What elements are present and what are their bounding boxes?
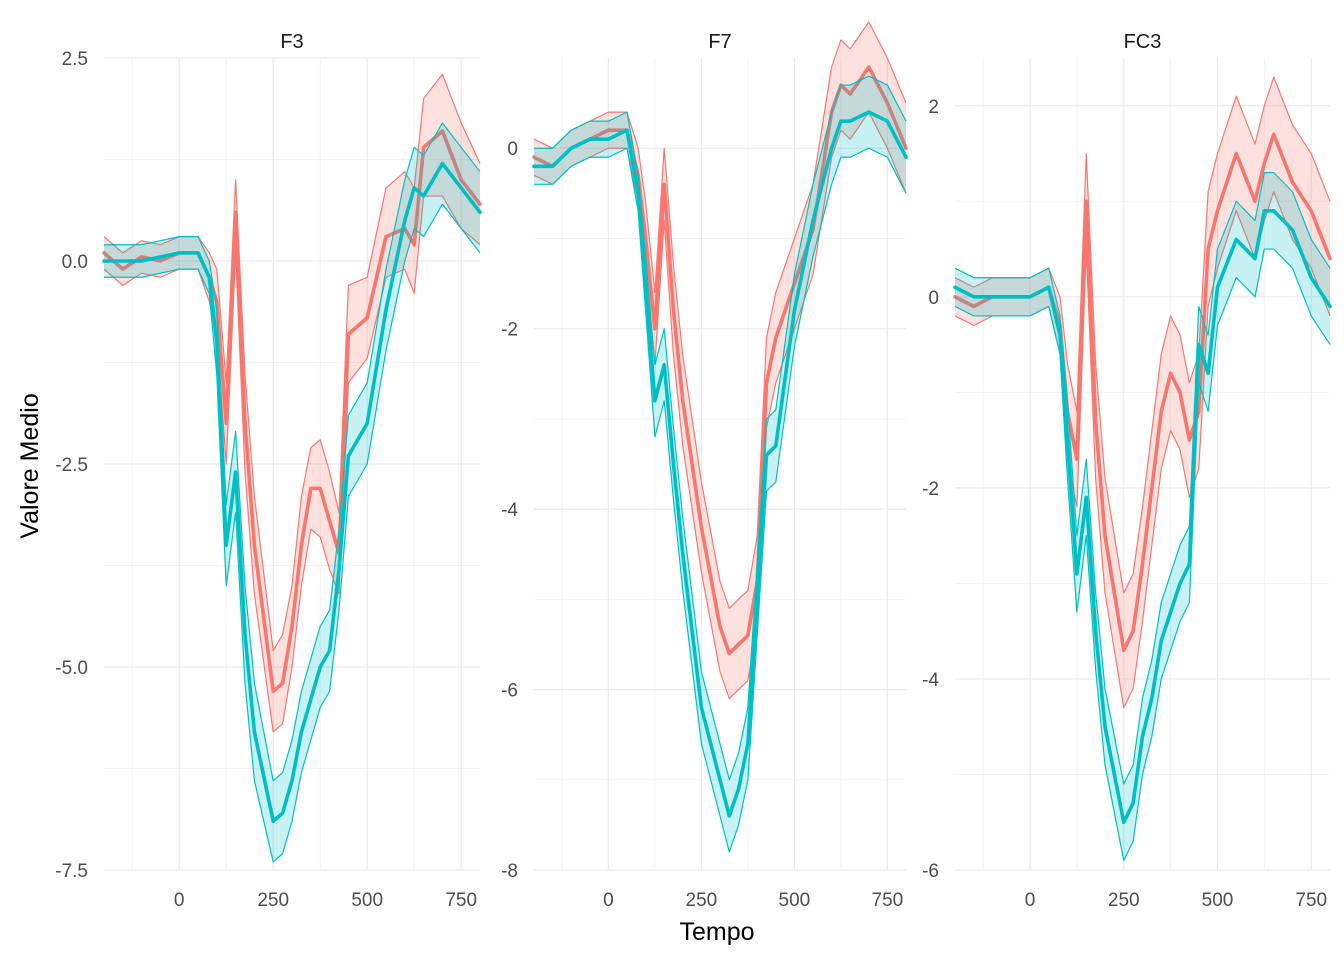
y-tick-label: 2.5 <box>62 49 88 70</box>
y-tick-label: -4 <box>501 500 518 521</box>
x-tick-label: 500 <box>1202 890 1234 911</box>
y-tick-label: -6 <box>922 861 939 882</box>
x-tick-label: 250 <box>1108 890 1140 911</box>
facet-title: F3 <box>280 31 303 53</box>
y-tick-label: 0 <box>507 139 518 160</box>
y-tick-label: -2 <box>922 479 939 500</box>
x-tick-label: 750 <box>445 890 477 911</box>
ribbon-upper-line-1 <box>104 122 481 782</box>
x-tick-label: 0 <box>603 890 614 911</box>
x-tick-label: 500 <box>779 890 811 911</box>
x-tick-label: 0 <box>1025 890 1036 911</box>
ribbon-lower-line-0 <box>533 111 907 700</box>
y-tick-label: -7.5 <box>55 861 88 882</box>
y-tick-label: -6 <box>501 681 518 702</box>
facet-title: FC3 <box>1124 31 1162 53</box>
x-tick-label: 0 <box>174 890 185 911</box>
y-tick-label: 0 <box>928 288 939 309</box>
series-line-1 <box>102 161 482 824</box>
x-tick-label: 500 <box>351 890 383 911</box>
y-tick-label: 0.0 <box>62 252 88 273</box>
x-tick-label: 750 <box>872 890 904 911</box>
ribbon-lower-line-1 <box>104 203 481 863</box>
y-tick-label: -8 <box>501 861 518 882</box>
ribbon-upper-line-0 <box>533 21 907 609</box>
facet-panel-fc3: 0 250 500 750 -6 -4 -2 0 2 FC3 <box>922 31 1332 911</box>
x-tick-label: 250 <box>257 890 289 911</box>
ribbon-1 <box>104 122 480 862</box>
y-tick-label: 2 <box>928 97 939 118</box>
y-tick-label: -2.5 <box>55 455 88 476</box>
facet-panel-f3: 0 250 500 750 -7.5 -5.0 -2.5 0.0 2.5 F3 <box>55 31 482 911</box>
y-axis-title: Valore Medio <box>16 393 44 538</box>
x-axis-title: Tempo <box>679 918 754 946</box>
ribbon-1 <box>534 76 906 852</box>
series-line-1 <box>953 209 1332 825</box>
y-tick-label: -5.0 <box>55 658 88 679</box>
facet-title: F7 <box>708 31 731 53</box>
ribbon-lower-line-0 <box>954 191 1331 709</box>
y-tick-label: -2 <box>501 320 518 341</box>
x-tick-label: 750 <box>1295 890 1327 911</box>
ribbon-upper-line-1 <box>534 75 907 781</box>
series-line-1 <box>532 110 908 818</box>
x-tick-label: 250 <box>686 890 718 911</box>
ribbon-lower-line-1 <box>954 248 1331 862</box>
ribbon-0 <box>534 21 906 699</box>
ribbon-lower-line-1 <box>534 147 907 853</box>
ribbon-upper-line-1 <box>954 172 1331 785</box>
y-tick-label: -4 <box>922 670 939 691</box>
ribbon-0 <box>955 77 1330 708</box>
ribbon-1 <box>955 172 1330 861</box>
facet-panel-f7: 0 250 500 750 -8 -6 -4 -2 0 F7 <box>501 21 908 911</box>
